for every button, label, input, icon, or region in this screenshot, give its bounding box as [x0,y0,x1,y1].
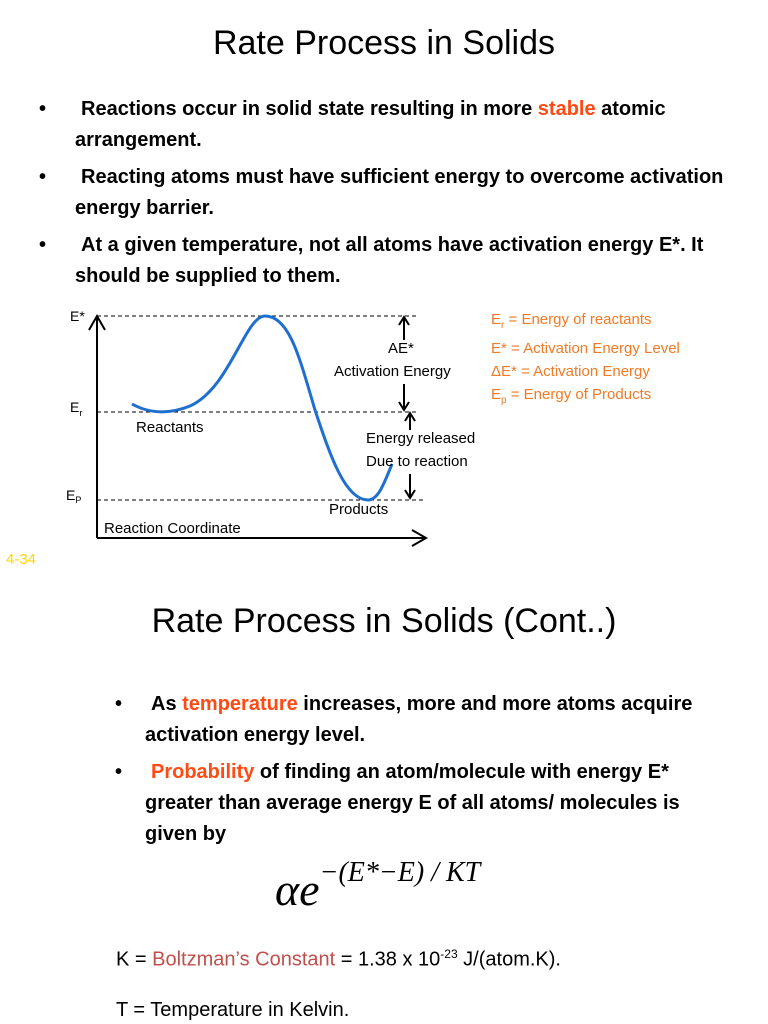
legend-subscript: p [501,395,507,406]
bullet-text-rest: atomic arrangement. [75,98,666,151]
slide-number: 4-34 [6,551,37,568]
probability-formula: αe−(E*−E) / KT [275,857,480,916]
legend-symbol: ΔE* [491,363,517,380]
label-e-r-sub: r [79,408,82,418]
released-label-1: Energy released [366,430,475,447]
released-label-2: Due to reaction [366,453,468,470]
legend-item-activation-level: E* = Activation Energy Level [491,337,680,360]
energy-legend: Er = Energy of reactants E* = Activation… [491,308,680,412]
legend-symbol: E* [491,340,507,357]
slide2-bullet-1: • As temperature increases, more and mor… [115,689,705,751]
bullet-symbol: • [39,234,47,256]
label-e-p-sub: P [75,495,81,505]
formula-base: αe [275,864,320,915]
activation-label-2: Activation Energy [334,363,451,380]
k-exponent: -23 [440,947,458,961]
legend-symbol: E [491,386,502,403]
bullet-text-lead: Reacting atoms must have sufficient ener… [75,166,724,219]
released-arrow-down-head [404,489,416,500]
reactants-label: Reactants [136,419,204,436]
legend-item-reactants: Er = Energy of reactants [491,308,680,337]
formula-exponent: −(E*−E) / KT [319,857,481,888]
legend-text: = Energy of reactants [504,311,652,328]
bullet-symbol: • [39,166,47,188]
label-e-r: Er [70,399,82,418]
k-value: = 1.38 x 10 [335,948,441,971]
bullet-text-rest: increases, more and more atoms acquire a… [145,693,693,746]
legend-text: = Activation Energy [516,363,650,380]
slide1-title: Rate Process in Solids [212,24,556,62]
bullet-text-rest: of finding an atom/molecule with energy … [145,761,680,845]
slide1-bullet-list: • Reactions occur in solid state resulti… [39,94,735,298]
bullet-text-lead: As [151,693,183,715]
label-e-star: E* [70,308,85,324]
released-arrow-up-head [404,411,416,422]
energy-curve [131,314,394,502]
products-label: Products [329,501,388,518]
boltzmann-constant-line: K = Boltzman’s Constant = 1.38 x 10-23 J… [116,947,561,972]
bullet-highlight: Probability [151,761,255,783]
bullet-symbol: • [115,761,123,783]
legend-text: = Activation Energy Level [506,340,680,357]
energy-diagram: E* Er EP Reactants Products Reaction Coo… [66,308,475,547]
legend-item-products: Ep = Energy of Products [491,383,680,412]
label-e-p: EP [66,487,81,505]
k-constant-name: Boltzman’s Constant [152,948,336,971]
label-e-r-main: E [70,399,79,415]
slide2-bullet-list: • As temperature increases, more and mor… [115,689,705,856]
bullet-symbol: • [39,98,47,120]
legend-symbol: E [491,311,502,328]
slide1-bullet-1: • Reactions occur in solid state resulti… [39,94,735,156]
bullet-highlight: stable [537,98,596,120]
bullet-text-lead: At a given temperature, not all atoms ha… [75,234,704,287]
temperature-line: T = Temperature in Kelvin. [116,999,350,1021]
slide1-bullet-3: • At a given temperature, not all atoms … [39,230,735,292]
legend-item-activation-energy: ΔE* = Activation Energy [491,360,680,383]
activation-arrow-down-head [398,401,410,412]
bullet-symbol: • [115,693,123,715]
label-e-p-main: E [66,487,75,503]
k-unit: J/(atom.K). [457,948,561,971]
x-axis-label: Reaction Coordinate [104,520,241,537]
legend-subscript: r [501,320,505,331]
bullet-highlight: temperature [182,693,298,715]
activation-label-1: AE* [388,340,414,357]
slide1-bullet-2: • Reacting atoms must have sufficient en… [39,162,735,224]
legend-text: = Energy of Products [506,386,652,403]
slide2-bullet-2: • Probability of finding an atom/molecul… [115,757,705,850]
activation-arrow-up-head [398,315,410,326]
k-prefix: K = [116,948,153,971]
x-axis-arrowhead [411,529,429,547]
bullet-text-lead: Reactions occur in solid state resulting… [81,98,538,120]
slide2-title: Rate Process in Solids (Cont..) [151,602,617,640]
